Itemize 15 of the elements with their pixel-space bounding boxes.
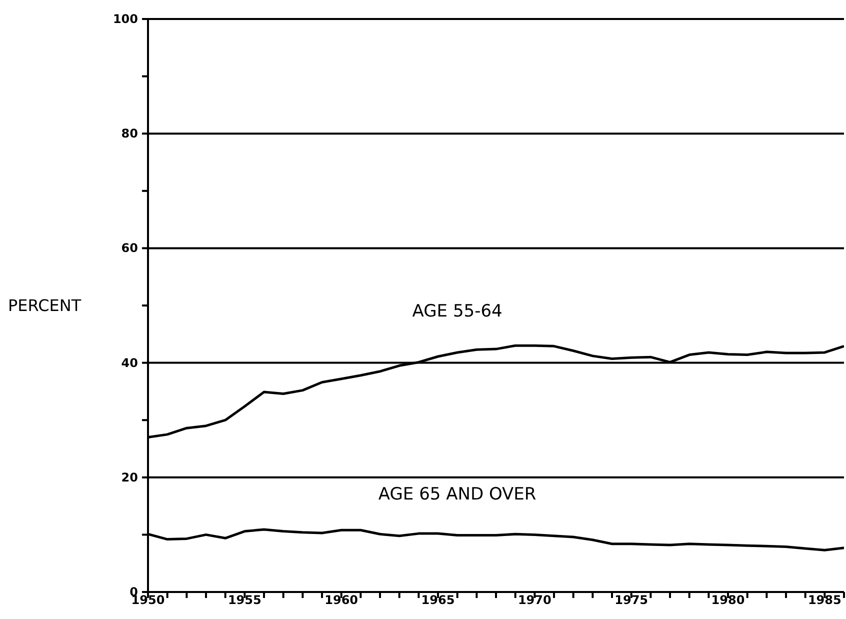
- x-tick-label: 1960: [324, 593, 358, 607]
- y-axis-title: PERCENT: [8, 296, 82, 316]
- series-label: AGE 65 AND OVER: [378, 484, 536, 504]
- x-tick-label: 1965: [421, 593, 455, 607]
- y-tick-label: 60: [121, 241, 138, 256]
- series-label: AGE 55-64: [412, 301, 502, 322]
- x-tick-label: 1980: [711, 593, 745, 607]
- y-tick-label: 80: [121, 126, 138, 141]
- x-tick-label: 1985: [808, 593, 842, 607]
- y-tick-label: 20: [121, 470, 138, 484]
- x-tick-label: 1955: [228, 593, 262, 607]
- x-tick-label: 1975: [614, 593, 648, 607]
- x-tick-label: 1970: [518, 593, 552, 607]
- y-tick-label: 40: [121, 356, 138, 370]
- y-tick-label: 100: [112, 12, 138, 26]
